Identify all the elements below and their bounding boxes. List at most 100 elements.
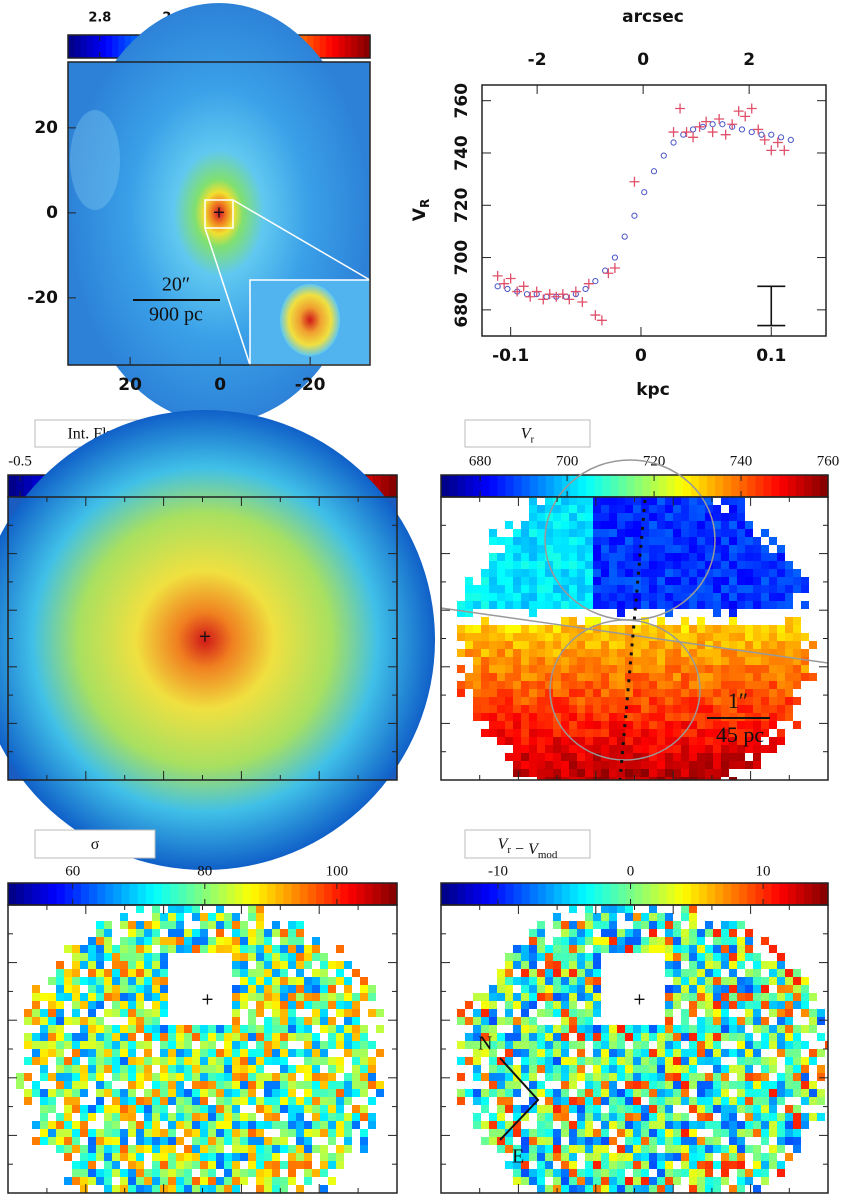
map-pixel	[561, 929, 569, 937]
map-pixel	[88, 1073, 96, 1081]
map-pixel	[769, 593, 777, 601]
map-pixel	[641, 945, 649, 953]
map-pixel	[697, 617, 705, 625]
map-pixel	[248, 1017, 256, 1025]
map-pixel	[328, 1033, 336, 1041]
map-pixel	[609, 1105, 617, 1113]
map-pixel	[633, 1041, 641, 1049]
map-pixel	[537, 977, 545, 985]
map-pixel	[200, 1057, 208, 1065]
map-pixel	[88, 1177, 96, 1185]
map-pixel	[176, 1137, 184, 1145]
map-pixel	[681, 737, 689, 745]
map-pixel	[737, 505, 745, 513]
map-pixel	[561, 953, 569, 961]
map-pixel	[272, 1097, 280, 1105]
map-pixel	[681, 553, 689, 561]
map-pixel	[152, 1121, 160, 1129]
map-pixel	[176, 1057, 184, 1065]
map-pixel	[232, 1145, 240, 1153]
map-pixel	[136, 969, 144, 977]
map-pixel	[681, 1033, 689, 1041]
map-pixel	[152, 1105, 160, 1113]
map-pixel	[617, 1073, 625, 1081]
map-pixel	[24, 1073, 32, 1081]
map-pixel	[312, 1121, 320, 1129]
map-pixel	[489, 689, 497, 697]
map-pixel	[673, 1129, 681, 1137]
map-pixel	[120, 1169, 128, 1177]
data-point	[675, 104, 685, 114]
colorbar-cell	[538, 475, 547, 497]
map-pixel	[697, 953, 705, 961]
map-pixel	[192, 1161, 200, 1169]
map-pixel	[601, 633, 609, 641]
map-pixel	[577, 969, 585, 977]
map-pixel	[593, 705, 601, 713]
map-pixel	[505, 601, 513, 609]
map-pixel	[553, 1089, 561, 1097]
map-pixel	[585, 1001, 593, 1009]
map-pixel	[296, 1185, 304, 1193]
map-pixel	[256, 961, 264, 969]
map-pixel	[360, 1033, 368, 1041]
map-pixel	[641, 913, 649, 921]
map-pixel	[761, 1153, 769, 1161]
map-pixel	[665, 673, 673, 681]
map-pixel	[681, 1161, 689, 1169]
map-pixel	[713, 625, 721, 633]
map-pixel	[312, 1001, 320, 1009]
map-pixel	[184, 945, 192, 953]
map-pixel	[801, 985, 809, 993]
map-pixel	[689, 1081, 697, 1089]
map-pixel	[585, 1153, 593, 1161]
map-pixel	[256, 1145, 264, 1153]
map-pixel	[641, 1177, 649, 1185]
map-pixel	[481, 673, 489, 681]
map-pixel	[144, 937, 152, 945]
map-pixel	[176, 937, 184, 945]
colorbar-cell	[49, 883, 58, 905]
map-pixel	[817, 1089, 825, 1097]
map-pixel	[753, 633, 761, 641]
map-pixel	[360, 977, 368, 985]
colorbar-tick-label: 60	[65, 863, 80, 879]
map-pixel	[729, 1025, 737, 1033]
map-pixel	[505, 689, 513, 697]
x-tick-label: 0.1	[756, 346, 786, 366]
data-point	[695, 122, 705, 132]
map-pixel	[368, 993, 376, 1001]
map-pixel	[224, 1161, 232, 1169]
map-pixel	[721, 577, 729, 585]
map-pixel	[721, 1161, 729, 1169]
map-pixel	[529, 937, 537, 945]
map-pixel	[104, 1033, 112, 1041]
map-pixel	[521, 1017, 529, 1025]
map-pixel	[88, 1049, 96, 1057]
map-pixel	[248, 1089, 256, 1097]
map-pixel	[168, 1057, 176, 1065]
map-pixel	[593, 969, 601, 977]
model-point	[690, 127, 695, 132]
map-pixel	[705, 665, 713, 673]
map-pixel	[817, 1009, 825, 1017]
map-pixel	[593, 729, 601, 737]
map-pixel	[697, 521, 705, 529]
map-pixel	[625, 1153, 633, 1161]
map-pixel	[232, 1177, 240, 1185]
map-pixel	[649, 505, 657, 513]
map-pixel	[529, 497, 537, 505]
map-pixel	[617, 497, 625, 505]
map-pixel	[737, 1129, 745, 1137]
colorbar-cell	[300, 883, 309, 905]
colorbar-tick-label: 100	[326, 863, 349, 879]
map-pixel	[336, 1129, 344, 1137]
map-pixel	[713, 1121, 721, 1129]
map-pixel	[705, 673, 713, 681]
map-pixel	[304, 1161, 312, 1169]
map-pixel	[184, 1057, 192, 1065]
map-pixel	[601, 1081, 609, 1089]
map-pixel	[633, 697, 641, 705]
map-pixel	[617, 561, 625, 569]
map-pixel	[729, 969, 737, 977]
